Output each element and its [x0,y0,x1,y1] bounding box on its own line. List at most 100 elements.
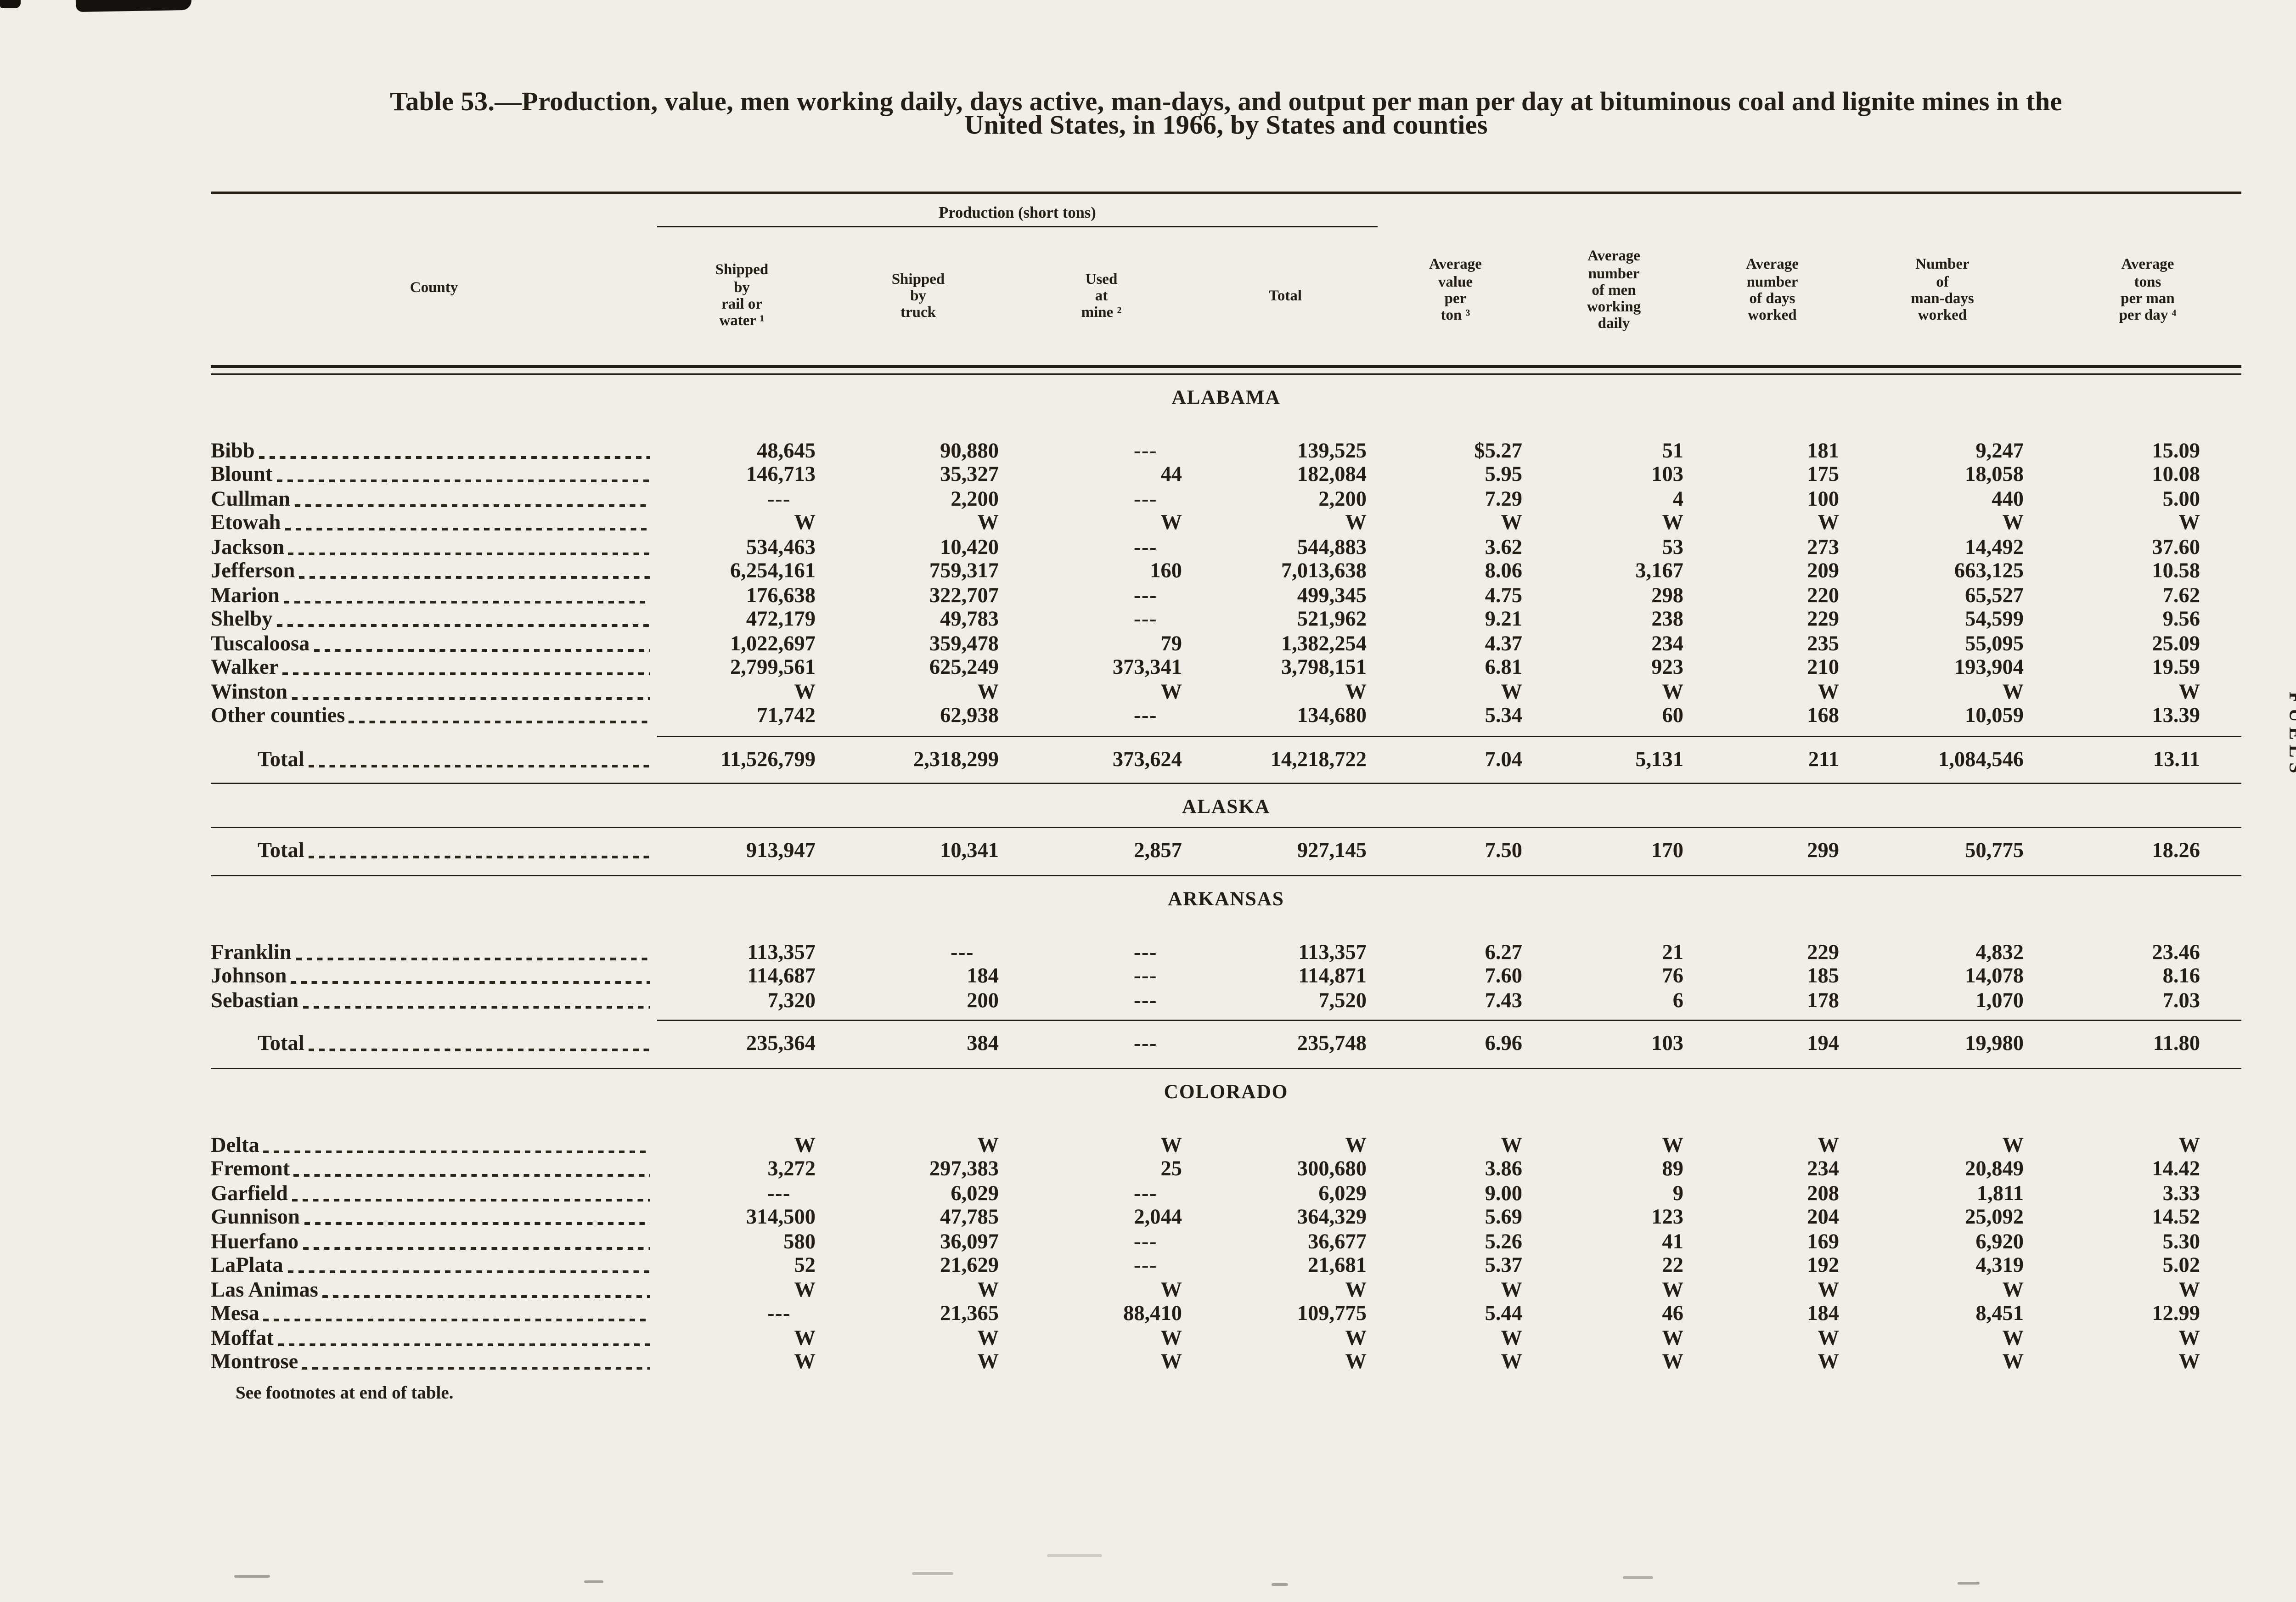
data-cell: 229 [1807,940,1839,964]
data-cell: 113,357 [1298,940,1367,964]
table-row: Las Animas W W W W W W W W W [211,1278,2241,1303]
table-row: Etowah W W W W W W W W W [211,511,2241,536]
data-cell: 235 [1807,632,1839,655]
column-header-shipped-truck: Shipped by truck [891,271,945,322]
data-cell: W [794,511,816,535]
county-label: Total [258,1032,304,1055]
data-cell: 62,938 [940,704,999,728]
data-cell: 440 [1992,487,2024,511]
dash-leader [263,1319,650,1321]
data-cell: 5.30 [2162,1230,2200,1253]
data-cell: W [1345,511,1367,535]
dash-leader [294,504,650,507]
data-cell: 9,247 [1975,439,2024,463]
table-row: Cullman --- 2,200 --- 2,200 7.29 4 100 4… [211,487,2241,512]
data-cell: 14,078 [1965,965,2024,988]
footnote-text: See footnotes at end of table. [236,1381,454,1402]
data-cell: 1,382,254 [1281,632,1367,655]
header-double-rule [211,365,2241,374]
data-cell: 52 [794,1254,816,1277]
county-cell: Las Animas [211,1278,657,1303]
data-cell: 41 [1662,1230,1684,1253]
data-cell: W [1662,511,1684,535]
data-cell: 76 [1662,965,1684,988]
county-label: Garfield [211,1181,288,1205]
state-name: ALASKA [1182,796,1271,818]
data-cell: 10,059 [1965,704,2024,728]
data-cell: W [1501,511,1523,535]
data-cell: 4,832 [1975,940,2024,964]
data-cell: 7.60 [1485,965,1522,988]
data-cell: 923 [1651,656,1683,679]
county-label: Shelby [211,608,273,631]
county-label: Delta [211,1133,259,1157]
data-cell: W [1501,1350,1523,1374]
data-cell: W [1160,511,1182,535]
data-cell: 60 [1662,704,1684,728]
dash-leader [292,697,650,699]
county-label: Marion [211,583,280,607]
county-label: Montrose [211,1350,298,1374]
data-cell: 21,365 [940,1302,999,1326]
column-header-average-value-per-ton: Average value per ton ³ [1429,257,1482,324]
data-cell: W [977,680,999,704]
data-cell: 2,044 [1134,1206,1182,1229]
section-end-rule [211,1067,2241,1069]
data-cell: 10.58 [2152,559,2200,583]
data-cell: 298 [1651,583,1683,607]
total-row: Total 235,364 384 --- 235,748 6.96 103 1… [211,1032,2241,1056]
dash-leader [349,721,650,723]
data-cell: 114,687 [747,965,816,988]
data-cell: 359,478 [929,632,999,655]
data-cell: 9 [1672,1181,1683,1205]
data-cell: W [2002,1350,2024,1374]
data-cell: 5.02 [2162,1254,2200,1277]
data-cell: 5,131 [1635,747,1683,771]
data-cell: 229 [1807,608,1839,631]
dash-leader [304,1223,650,1225]
county-label: Etowah [211,511,281,535]
data-cell: 182,084 [1297,463,1367,486]
data-cell: 6,029 [951,1181,999,1205]
data-cell: W [1818,1326,1840,1350]
data-cell: W [1662,1133,1684,1157]
data-cell: 8.06 [1485,559,1522,583]
column-header-county: County [410,279,458,296]
data-cell: 181 [1807,439,1839,463]
data-cell: W [2178,1133,2200,1157]
table-row: Fremont 3,272 297,383 25 300,680 3.86 89… [211,1157,2241,1182]
table-row: Marion 176,638 322,707 --- 499,345 4.75 … [211,584,2241,608]
dash-leader [287,1271,650,1273]
county-cell: Delta [211,1134,657,1158]
data-cell: W [977,1278,999,1302]
production-group-header: Production (short tons) [939,205,1096,222]
data-cell: 65,527 [1965,583,2024,607]
table-body: ALABAMA Bibb 48,645 90,880 --- 139,525 $… [211,387,2241,1375]
data-cell: 211 [1808,747,1839,771]
data-cell: W [1160,1133,1182,1157]
data-cell: 15.09 [2152,439,2200,463]
county-label: Total [258,839,304,863]
table-row: Delta W W W W W W W W W [211,1134,2241,1158]
data-cell: 168 [1807,704,1839,728]
data-cell: 175 [1807,463,1839,486]
county-cell: Moffat [211,1326,657,1351]
data-cell: 2,200 [951,487,999,511]
data-cell: W [794,1326,816,1350]
county-cell: Total [211,839,657,863]
scan-speck [1958,1582,1980,1585]
pre-total-rule [211,827,2241,828]
data-cell: 20,849 [1965,1157,2024,1181]
county-cell: Jefferson [211,559,657,584]
county-cell: Etowah [211,511,657,536]
data-cell: 11,526,799 [720,747,816,771]
data-cell: 235,364 [746,1032,816,1055]
table-title-line-2: United States, in 1966, by States and co… [964,112,1488,141]
table-row: LaPlata 52 21,629 --- 21,681 5.37 22 192… [211,1254,2241,1278]
data-cell: 79 [1160,632,1182,655]
data-cell: 7.03 [2162,988,2200,1012]
data-cell: 36,677 [1308,1230,1367,1253]
table-row: Blount 146,713 35,327 44 182,084 5.95 10… [211,463,2241,487]
data-cell: 139,525 [1297,439,1367,463]
county-label: Johnson [211,965,287,988]
